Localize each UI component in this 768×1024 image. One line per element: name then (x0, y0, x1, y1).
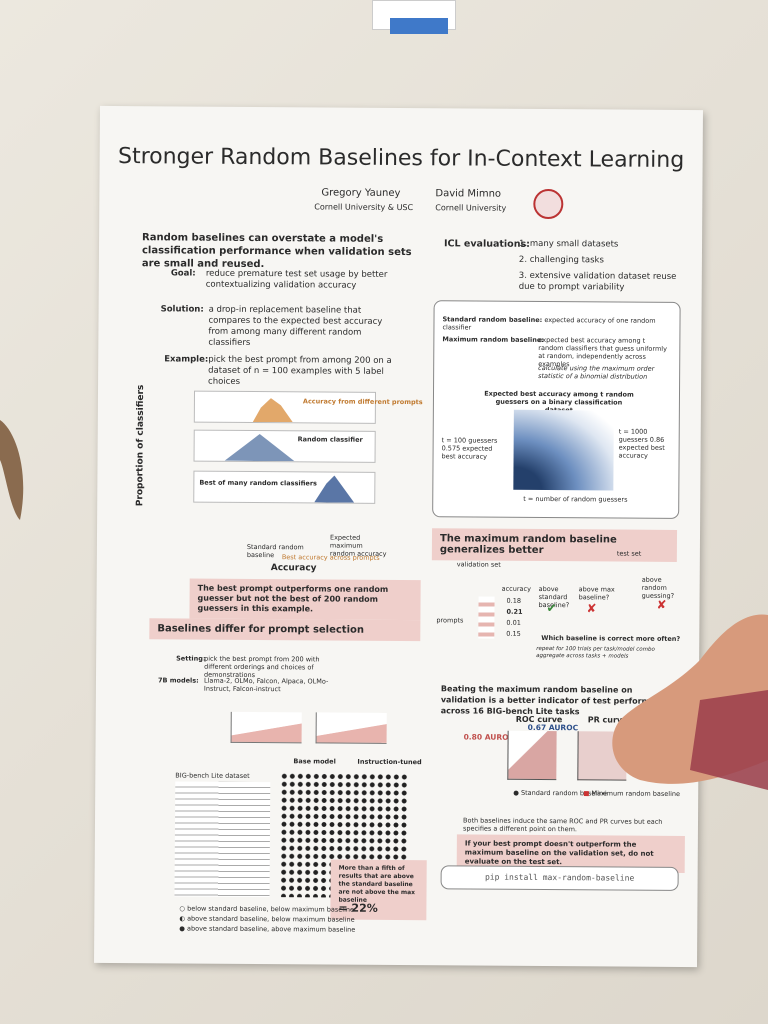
tape (390, 18, 448, 34)
hair (0, 420, 24, 520)
sleeve (690, 690, 768, 790)
